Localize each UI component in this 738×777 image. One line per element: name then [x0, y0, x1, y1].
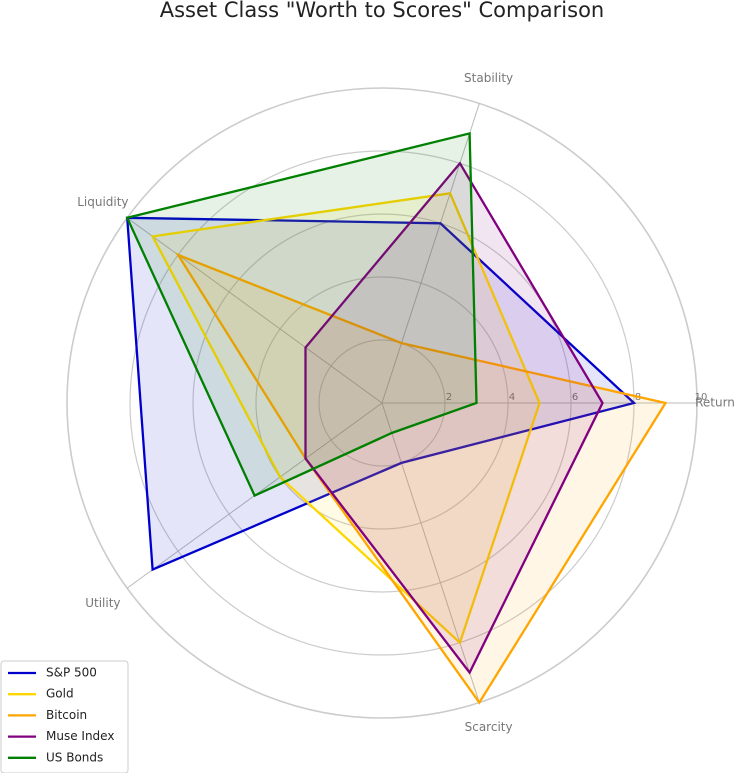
r-tick-label: 6 [572, 392, 578, 403]
series-area [304, 161, 604, 675]
chart-title: Asset Class "Worth to Scores" Comparison [160, 0, 604, 22]
spoke [381, 402, 480, 703]
legend-label: US Bonds [46, 750, 103, 764]
series-area [175, 252, 668, 705]
legend-label: S&P 500 [46, 666, 97, 680]
spoke [381, 103, 480, 404]
category-label: Return [695, 396, 735, 410]
category-label: Scarcity [465, 720, 513, 734]
r-tick-label: 2 [446, 392, 452, 403]
legend-label: Gold [46, 687, 74, 701]
series-area [150, 192, 541, 645]
category-label: Liquidity [77, 195, 128, 209]
legend-label: Bitcoin [46, 708, 87, 722]
r-tick-label: 10 [695, 392, 708, 403]
series-area [125, 131, 478, 498]
category-label: Utility [85, 596, 120, 610]
legend-label: Muse Index [46, 729, 114, 743]
category-label: Stability [464, 71, 513, 85]
spoke [126, 217, 383, 404]
r-tick-label: 4 [509, 392, 515, 403]
